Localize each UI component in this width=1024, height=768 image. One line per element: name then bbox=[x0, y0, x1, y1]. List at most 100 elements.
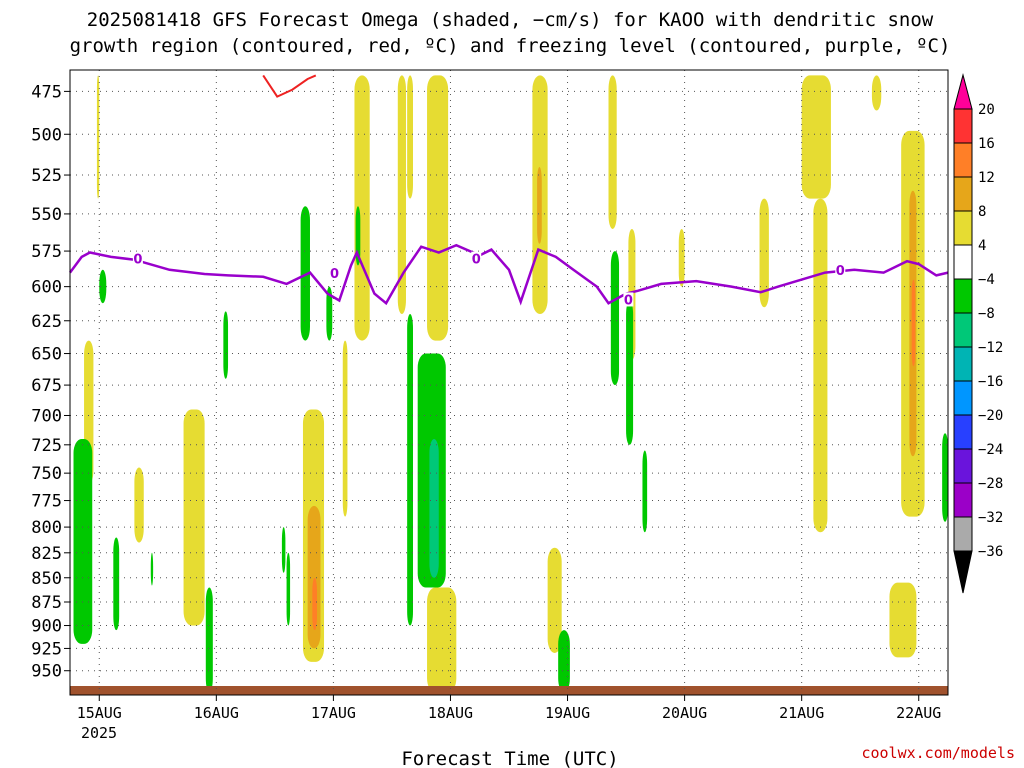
colorbar-swatch bbox=[953, 312, 973, 348]
omega-region bbox=[429, 439, 439, 578]
grid-lines bbox=[70, 70, 948, 695]
x-tick-label: 18AUG bbox=[428, 704, 473, 722]
omega-region bbox=[286, 552, 291, 626]
omega-region bbox=[326, 286, 333, 341]
colorbar-swatch bbox=[953, 108, 973, 144]
omega-region bbox=[610, 251, 620, 386]
colorbar-label: 20 bbox=[978, 102, 995, 118]
y-axis-ticks: 475 500 525 550 575 600 625 650 675 700 725 750 775 8… bbox=[31, 82, 70, 682]
x-tick-label: 17AUG bbox=[311, 704, 356, 722]
freezing-level-line bbox=[68, 243, 949, 306]
colorbar-label: −36 bbox=[978, 544, 1003, 560]
x-tick-label: 15AUG bbox=[77, 704, 122, 722]
colorbar-swatch bbox=[953, 516, 973, 552]
plot-frame bbox=[69, 69, 949, 696]
y-tick-label: 750 bbox=[31, 464, 62, 484]
freezing-label-bg bbox=[329, 266, 340, 281]
x-tick-label: 22AUG bbox=[896, 704, 941, 722]
colorbar-bottom-arrow bbox=[953, 550, 973, 594]
omega-region bbox=[99, 269, 107, 304]
omega-region bbox=[911, 279, 916, 367]
omega-region bbox=[73, 439, 93, 644]
omega-region bbox=[678, 228, 685, 287]
omega-region bbox=[407, 314, 414, 626]
x-tick-label: 20AUG bbox=[662, 704, 707, 722]
omega-region bbox=[407, 75, 414, 199]
colorbar-swatch bbox=[953, 142, 973, 178]
freezing-level-label: 0 bbox=[133, 253, 142, 268]
y-tick-label: 725 bbox=[31, 436, 62, 456]
y-tick-label: 800 bbox=[31, 518, 62, 538]
colorbar-swatch bbox=[953, 278, 973, 314]
colorbar-label: 12 bbox=[978, 170, 995, 186]
y-tick-label: 700 bbox=[31, 406, 62, 426]
omega-region bbox=[354, 75, 370, 341]
x-tick-label: 19AUG bbox=[545, 704, 590, 722]
omega-region bbox=[942, 433, 948, 522]
y-tick-label: 625 bbox=[31, 312, 62, 332]
omega-region bbox=[759, 198, 769, 308]
omega-region bbox=[312, 577, 318, 631]
omega-region bbox=[183, 409, 205, 626]
freezing-label-bg bbox=[471, 251, 482, 266]
colorbar-swatch bbox=[953, 176, 973, 212]
freezing-level-label: 0 bbox=[836, 264, 845, 279]
y-tick-label: 900 bbox=[31, 617, 62, 637]
omega-region bbox=[307, 505, 321, 649]
omega-region bbox=[871, 75, 882, 111]
omega-region bbox=[889, 582, 917, 658]
x-axis-ticks: 15AUG 16AUG 17AUG 18AUG 19AUG 20AUG 21AUG 22AUG bbox=[77, 695, 941, 722]
colorbar-label: −28 bbox=[978, 476, 1003, 492]
colorbar-swatch bbox=[953, 244, 973, 280]
omega-region bbox=[537, 167, 542, 244]
chart-title-line1: 2025081418 GFS Forecast Omega (shaded, −… bbox=[87, 9, 934, 31]
omega-shading bbox=[73, 75, 948, 693]
y-tick-label: 525 bbox=[31, 166, 62, 186]
colorbar-top-arrow bbox=[953, 73, 973, 110]
colorbar-label: 4 bbox=[978, 238, 986, 254]
colorbar-swatch bbox=[953, 482, 973, 518]
colorbar-label: −4 bbox=[978, 272, 995, 288]
chart-title-line2: growth region (contoured, red, ºC) and f… bbox=[70, 35, 951, 57]
y-tick-label: 600 bbox=[31, 278, 62, 298]
freezing-level-label: 0 bbox=[330, 267, 339, 282]
freezing-label-bg bbox=[835, 263, 846, 278]
colorbar-label: −16 bbox=[978, 374, 1003, 390]
omega-region bbox=[96, 75, 100, 199]
omega-region bbox=[642, 450, 648, 533]
y-tick-label: 875 bbox=[31, 593, 62, 613]
omega-region bbox=[342, 340, 348, 517]
omega-region bbox=[813, 198, 828, 533]
omega-region bbox=[134, 467, 144, 543]
colorbar-label: −24 bbox=[978, 442, 1003, 458]
freezing-label-bg bbox=[132, 251, 143, 266]
colorbar-label: 8 bbox=[978, 204, 986, 220]
y-tick-label: 850 bbox=[31, 569, 62, 589]
plot-area: 0 0 0 0 0 bbox=[68, 69, 949, 696]
y-tick-label: 500 bbox=[31, 125, 62, 145]
ground-strip bbox=[70, 686, 948, 695]
omega-region bbox=[558, 630, 570, 693]
ground-layer bbox=[70, 686, 948, 695]
omega-region bbox=[150, 552, 154, 586]
omega-region bbox=[608, 75, 617, 229]
x-tick-year: 2025 bbox=[81, 724, 117, 742]
x-tick-label: 21AUG bbox=[779, 704, 824, 722]
omega-region bbox=[427, 587, 457, 693]
y-tick-label: 475 bbox=[31, 82, 62, 102]
y-tick-label: 575 bbox=[31, 242, 62, 262]
freezing-level-label: 0 bbox=[472, 253, 481, 268]
y-tick-label: 950 bbox=[31, 662, 62, 682]
colorbar-label: 16 bbox=[978, 136, 995, 152]
x-tick-label: 16AUG bbox=[194, 704, 239, 722]
y-tick-label: 825 bbox=[31, 544, 62, 564]
omega-region bbox=[223, 311, 229, 379]
contours: 0 0 0 0 0 bbox=[68, 74, 949, 308]
omega-region bbox=[300, 206, 310, 341]
colorbar-swatch bbox=[953, 380, 973, 416]
freezing-level-label: 0 bbox=[624, 293, 633, 308]
y-tick-label: 550 bbox=[31, 205, 62, 225]
omega-region bbox=[397, 75, 406, 315]
colorbar-swatch bbox=[953, 448, 973, 484]
